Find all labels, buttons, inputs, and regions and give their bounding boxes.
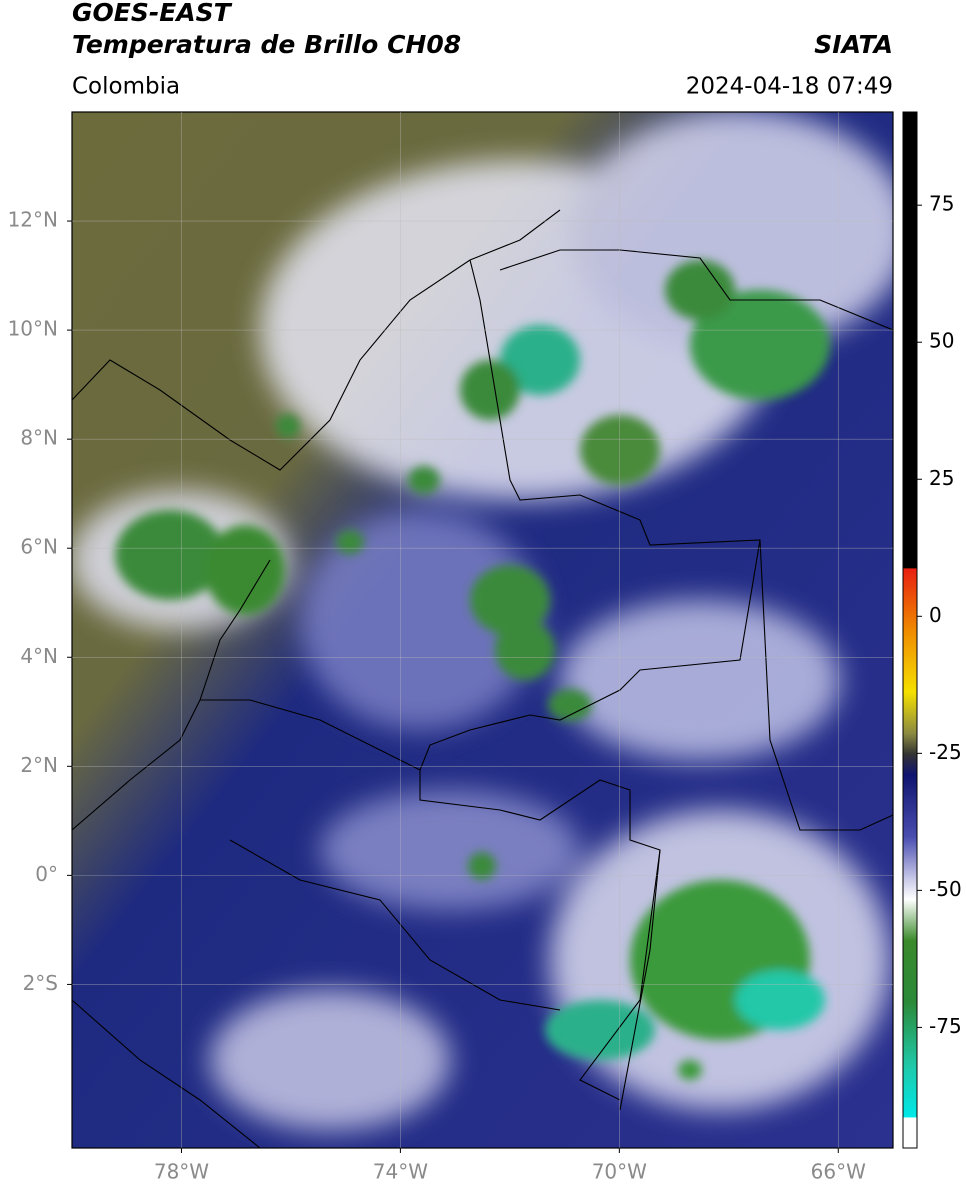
y-tick-label: 0° — [35, 862, 58, 886]
colorbar-tick-label: -75 — [929, 1014, 962, 1038]
source: SIATA — [814, 30, 893, 59]
map-frame — [71, 111, 894, 1149]
satellite-image — [72, 112, 893, 1148]
colorbar — [902, 111, 918, 1149]
x-tick-label: 70°W — [592, 1160, 647, 1184]
x-tick-label: 78°W — [154, 1160, 209, 1184]
y-tick-label: 2°N — [20, 753, 58, 777]
y-tick-label: 10°N — [8, 317, 58, 341]
colorbar-tick-label: -50 — [929, 877, 962, 901]
title: GOES-EAST — [72, 0, 233, 27]
datetime: 2024-04-18 07:49 — [686, 74, 893, 100]
y-tick-label: 12°N — [8, 208, 58, 232]
region: Colombia — [72, 74, 180, 100]
colorbar-tick-label: 75 — [929, 192, 954, 216]
y-tick-label: 4°N — [20, 644, 58, 668]
x-tick-label: 74°W — [373, 1160, 428, 1184]
subtitle: Temperatura de Brillo CH08 — [72, 30, 461, 59]
colorbar-tick-label: 50 — [929, 329, 954, 353]
colorbar-tick-label: -25 — [929, 740, 962, 764]
colorbar-tick-label: 0 — [929, 603, 942, 627]
y-tick-label: 6°N — [20, 535, 58, 559]
y-tick-label: 8°N — [20, 426, 58, 450]
y-tick-label: 2°S — [23, 971, 58, 995]
colorbar-tick-label: 25 — [929, 466, 954, 490]
x-tick-label: 66°W — [811, 1160, 866, 1184]
